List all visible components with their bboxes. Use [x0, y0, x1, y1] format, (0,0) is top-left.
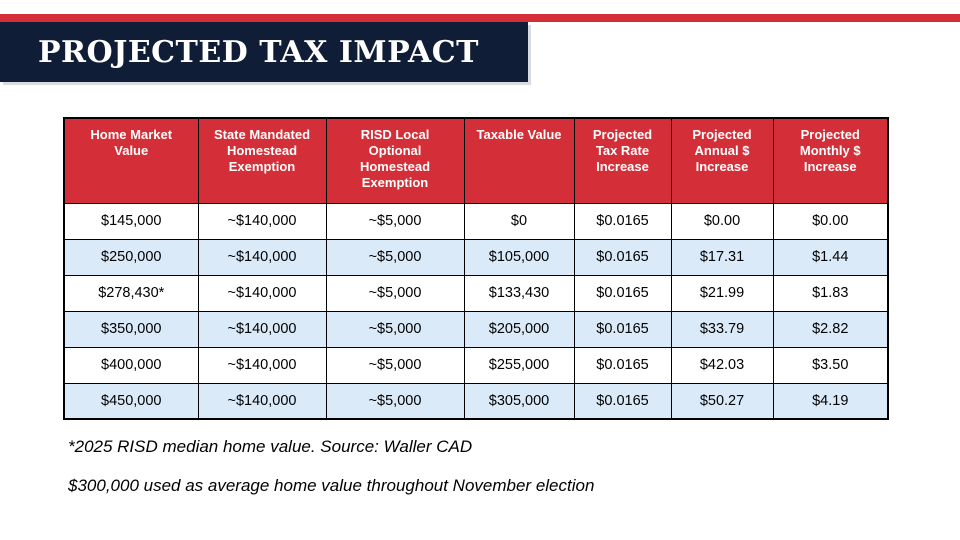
table-cell: ~$5,000	[325, 238, 465, 276]
table-cell: $17.31	[670, 238, 774, 276]
table-row: $350,000 ~$140,000 ~$5,000 $205,000 $0.0165 $…	[63, 310, 889, 348]
table-cell: $255,000	[463, 346, 575, 384]
table-cell: ~$5,000	[325, 382, 465, 420]
table-cell: $0.0165	[573, 202, 672, 240]
table-header-row: Home Market Value State Mandated Homestea…	[63, 117, 889, 204]
table-cell: $0.0165	[573, 382, 672, 420]
table-cell: $1.44	[772, 238, 889, 276]
table-cell: ~$140,000	[197, 202, 327, 240]
table-cell: $205,000	[463, 310, 575, 348]
table-cell: $1.83	[772, 274, 889, 312]
table-cell: ~$5,000	[325, 310, 465, 348]
table-cell: $305,000	[463, 382, 575, 420]
column-header: Projected Annual $ Increase	[670, 117, 774, 204]
table-cell: $400,000	[63, 346, 199, 384]
table-cell: $33.79	[670, 310, 774, 348]
table-cell: $0.0165	[573, 310, 672, 348]
table-cell: $3.50	[772, 346, 889, 384]
table-cell: $50.27	[670, 382, 774, 420]
table-cell: ~$5,000	[325, 202, 465, 240]
table-cell: $133,430	[463, 274, 575, 312]
footnote-median-home-value: *2025 RISD median home value. Source: Wa…	[68, 437, 473, 456]
table-row: $250,000 ~$140,000 ~$5,000 $105,000 $0.0165 $…	[63, 238, 889, 276]
table-cell: ~$140,000	[197, 382, 327, 420]
column-header: Projected Tax Rate Increase	[573, 117, 672, 204]
table-cell: ~$5,000	[325, 346, 465, 384]
column-header: State Mandated Homestead Exemption	[197, 117, 327, 204]
table-cell: $4.19	[772, 382, 889, 420]
table-cell: $0.0165	[573, 346, 672, 384]
table-cell: $278,430*	[63, 274, 199, 312]
table-cell: $350,000	[63, 310, 199, 348]
table-cell: $0.0165	[573, 274, 672, 312]
footnote-average-home-value: $300,000 used as average home value thro…	[68, 476, 595, 495]
table-cell: ~$140,000	[197, 238, 327, 276]
column-header: RISD Local Optional Homestead Exemption	[325, 117, 465, 204]
table-row: $145,000 ~$140,000 ~$5,000 $0 $0.0165 $0.00 $0…	[63, 202, 889, 240]
page-title: PROJECTED TAX IMPACT	[38, 34, 479, 70]
table-cell: $0.0165	[573, 238, 672, 276]
table-cell: $0.00	[670, 202, 774, 240]
table-cell: $0.00	[772, 202, 889, 240]
column-header: Taxable Value	[463, 117, 575, 204]
table-cell: ~$140,000	[197, 310, 327, 348]
table-row: $450,000 ~$140,000 ~$5,000 $305,000 $0.0165 $…	[63, 382, 889, 420]
table-body: $145,000 ~$140,000 ~$5,000 $0 $0.0165 $0.00 $0…	[63, 202, 889, 420]
column-header: Projected Monthly $ Increase	[772, 117, 889, 204]
table-row: $400,000 ~$140,000 ~$5,000 $255,000 $0.0165 $…	[63, 346, 889, 384]
table-cell: $250,000	[63, 238, 199, 276]
top-accent-bar	[0, 14, 960, 22]
table-cell: ~$5,000	[325, 274, 465, 312]
column-header: Home Market Value	[63, 117, 199, 204]
table-cell: $42.03	[670, 346, 774, 384]
title-banner: PROJECTED TAX IMPACT	[0, 22, 528, 82]
tax-impact-table: Home Market Value State Mandated Homestea…	[63, 117, 889, 420]
table-cell: ~$140,000	[197, 346, 327, 384]
table-cell: $105,000	[463, 238, 575, 276]
table-cell: $0	[463, 202, 575, 240]
table-cell: $2.82	[772, 310, 889, 348]
table-cell: $450,000	[63, 382, 199, 420]
table-row: $278,430* ~$140,000 ~$5,000 $133,430 $0.0165…	[63, 274, 889, 312]
table-cell: ~$140,000	[197, 274, 327, 312]
table-cell: $145,000	[63, 202, 199, 240]
table-cell: $21.99	[670, 274, 774, 312]
